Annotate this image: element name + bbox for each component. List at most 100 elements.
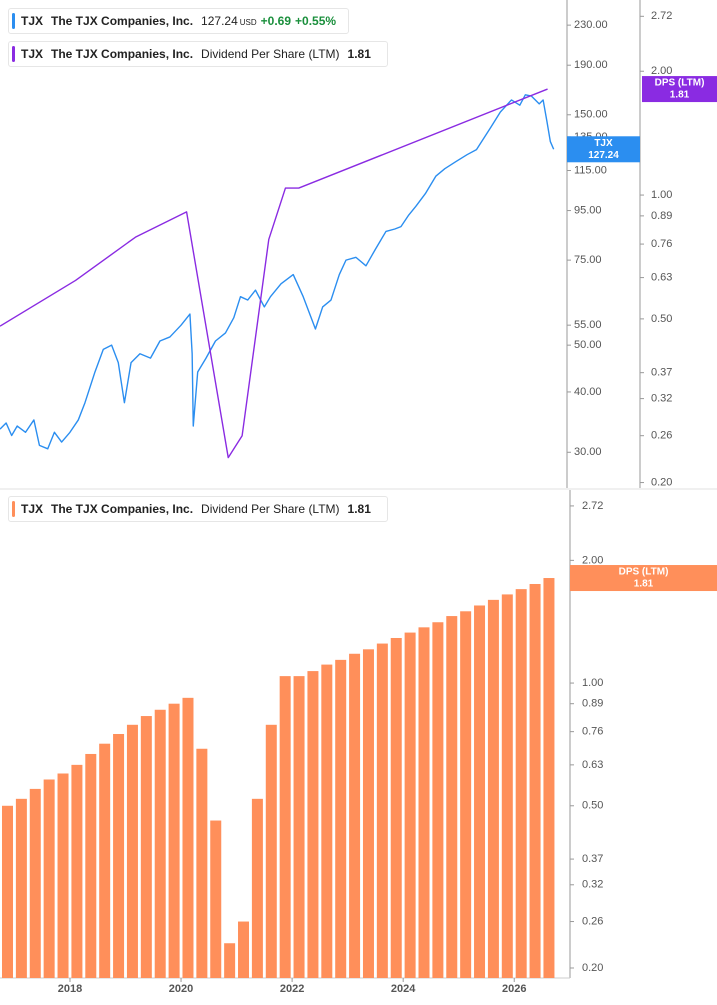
bar [529,583,541,978]
bar [390,637,402,978]
price-tag-label: DPS (LTM) [619,567,669,578]
bar [210,820,222,978]
bar [404,632,416,978]
y-tick-label: 55.00 [574,319,602,331]
y-tick-label: 30.00 [574,446,602,458]
bar [126,724,138,978]
bar [182,697,194,978]
price-tag-label: DPS (LTM) [655,78,705,89]
legend-value: 1.81 [347,47,371,61]
bar [418,627,430,978]
y-tick-label: 0.76 [651,238,672,250]
y-tick-label: 0.37 [582,853,603,865]
price-tag-value: 1.81 [634,579,654,590]
bar [196,748,208,978]
legend-change: +0.69 [260,14,292,28]
y-tick-label: 0.32 [651,393,672,405]
y-tick-label: 0.50 [651,313,672,325]
legend-currency: USD [239,18,257,27]
plot-area [1,578,555,978]
y-tick-label: 0.89 [582,698,603,710]
bar [99,743,111,978]
bar [251,798,263,978]
bar [307,671,319,978]
legend-ticker: TJX [21,502,44,516]
legend-swatch [12,13,15,29]
bar [85,753,97,978]
bar [487,599,499,978]
legend-ticker: TJX [21,14,44,28]
y-tick-label: 0.63 [582,759,603,771]
y-tick-label: 0.20 [651,476,672,488]
legend-ticker: TJX [21,47,44,61]
y-tick-label: 95.00 [574,204,602,216]
y-tick-label: 2.72 [582,500,603,512]
price-tag-label: TJX [594,138,613,149]
x-tick-label: 2026 [502,983,526,995]
bar [1,805,13,978]
y-tick-label: 2.72 [651,10,672,22]
y-tick-label: 2.00 [651,65,672,77]
legend-value: 1.81 [347,502,371,516]
y-tick-label: 0.37 [651,367,672,379]
y-tick-label: 190.00 [574,59,608,71]
bar [432,622,444,978]
y-tick-label: 0.89 [651,210,672,222]
x-tick-label: 2022 [280,983,304,995]
y-tick-label: 230.00 [574,19,608,31]
plot-area [0,88,555,459]
bar [168,703,180,978]
price-tag [570,565,717,592]
y-tick-label: 75.00 [574,254,602,266]
y-tick-label: 0.26 [651,430,672,442]
legend-swatch [12,501,15,517]
legend-swatch [12,46,15,62]
bar [265,724,277,978]
bar [376,643,388,978]
bar [446,616,458,978]
legend-change-pct: +0.55% [295,14,337,28]
y-tick-label: 150.00 [574,109,608,121]
series-line [0,94,555,450]
legend-company: The TJX Companies, Inc. [51,14,194,28]
legend-company: The TJX Companies, Inc. [51,502,194,516]
y-tick-label: 0.63 [651,271,672,283]
y-tick-label: 0.20 [582,962,603,974]
price-tag-value: 127.24 [588,150,619,161]
bar [460,611,472,978]
y-tick-label: 0.26 [582,915,603,927]
y-tick-label: 40.00 [574,386,602,398]
bar [238,921,250,978]
bar [335,659,347,978]
bar [140,716,152,978]
x-tick-label: 2020 [169,983,193,995]
bar [293,676,305,978]
legend-item: TJX The TJX Companies, Inc. 127.24 USD +0.69… [8,8,350,34]
price-tag-value: 1.81 [670,90,690,101]
legend-value: 127.24 [201,14,238,28]
bar [43,779,55,978]
bar [515,589,527,978]
legend-company: The TJX Companies, Inc. [51,47,194,61]
x-tick-label: 2024 [391,983,416,995]
legend-item: TJX The TJX Companies, Inc. Dividend Per S… [8,496,388,522]
legend-series-name: Dividend Per Share (LTM) [201,502,340,516]
bar [15,798,27,978]
series-line [0,88,548,459]
bar [474,605,486,978]
y-tick-label: 0.32 [582,879,603,891]
bar [349,653,361,978]
bar [543,578,555,978]
bar [321,664,333,978]
bar [29,788,41,978]
y-tick-label: 50.00 [574,339,602,351]
bar [113,733,125,978]
bar [362,649,374,978]
bar [71,764,83,978]
legend-item: TJX The TJX Companies, Inc. Dividend Per S… [8,41,388,67]
y-tick-label: 0.76 [582,726,603,738]
y-tick-label: 2.00 [582,554,603,566]
bar [279,676,291,978]
